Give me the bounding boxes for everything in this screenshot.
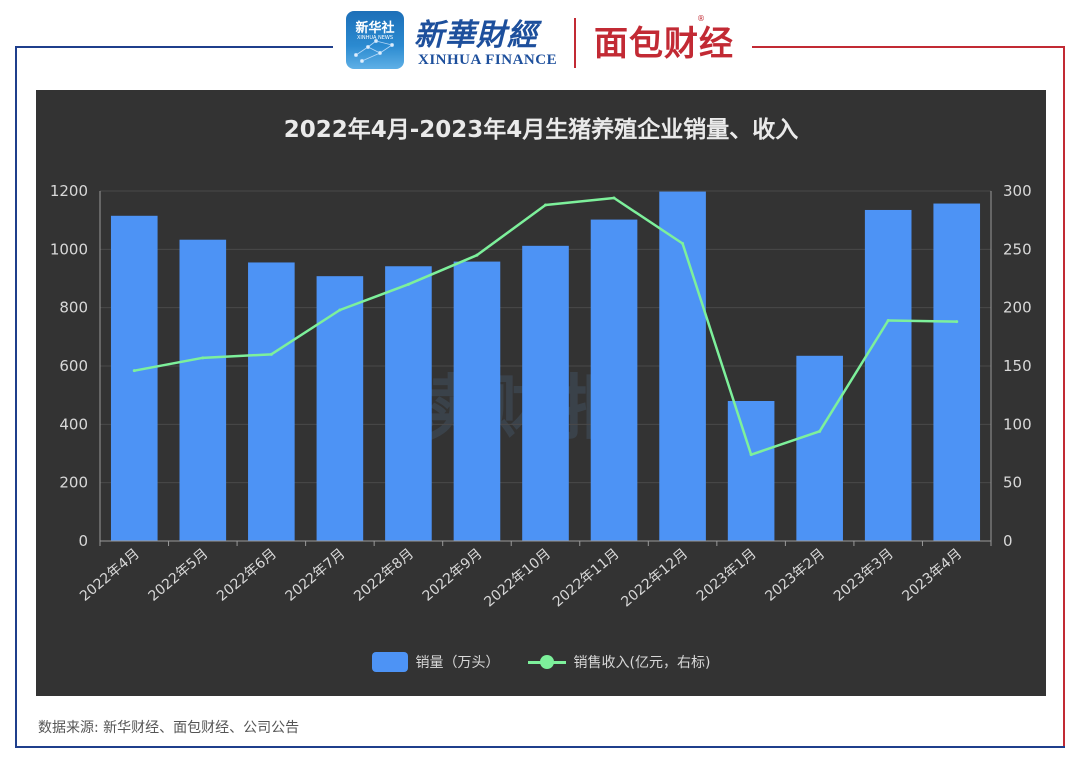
header-logos: 新华社 XINHUA NEWS 新華財經 XINHUA FINANCE 面包财经…: [344, 8, 748, 74]
y-left-tick-label: 1200: [50, 182, 88, 200]
xinhua-badge-label: 新华社: [355, 21, 395, 36]
x-tick-label: 2022年10月: [481, 546, 554, 611]
registered-mark: ®: [697, 14, 705, 23]
x-tick-label: 2022年5月: [146, 546, 212, 605]
revenue-point: [406, 282, 410, 286]
legend-item-sales-volume[interactable]: 销量（万头）: [371, 652, 500, 672]
x-tick-label: 2022年9月: [420, 546, 486, 605]
y-right-tick-label: 100: [1003, 415, 1032, 433]
frame-right-border: [1063, 46, 1065, 748]
y-left-tick-label: 800: [59, 299, 88, 317]
legend-line-swatch: [527, 652, 566, 672]
frame-bottom-border: [15, 746, 1065, 748]
revenue-point: [338, 308, 342, 312]
bar: [110, 215, 158, 541]
frame-top-left-border: [15, 46, 333, 48]
bar: [248, 262, 295, 541]
x-tick-label: 2022年6月: [214, 546, 280, 605]
bar: [864, 209, 912, 541]
logo-divider: [574, 18, 576, 68]
x-tick-label: 2022年7月: [283, 546, 349, 605]
x-tick-label: 2022年11月: [550, 546, 623, 611]
bar: [727, 401, 775, 541]
revenue-point: [886, 319, 890, 322]
legend-label-revenue: 销售收入(亿元，右标): [573, 655, 711, 671]
x-tick-label: 2023年4月: [899, 546, 965, 605]
mianbao-finance-logo: 面包财经: [594, 24, 734, 64]
y-right-tick-label: 200: [1003, 299, 1032, 317]
chart-title: 2022年4月-2023年4月生猪养殖企业销量、收入: [283, 117, 799, 143]
x-tick-label: 2023年2月: [762, 546, 828, 605]
revenue-point: [269, 352, 273, 356]
network-icon: [353, 38, 395, 64]
x-tick-label: 2022年4月: [77, 546, 143, 605]
revenue-point: [475, 253, 479, 257]
y-right-tick-label: 300: [1003, 182, 1032, 200]
x-tick-label: 2023年1月: [694, 546, 760, 605]
frame-top-right-border: [752, 46, 1065, 48]
y-right-tick-label: 0: [1003, 532, 1013, 550]
x-tick-label: 2023年3月: [831, 546, 897, 605]
x-tick-label: 2022年8月: [351, 546, 417, 605]
revenue-point: [612, 196, 616, 200]
xinhua-finance-logo-en: XINHUA FINANCE: [418, 52, 558, 68]
revenue-point: [681, 242, 685, 245]
bar: [590, 219, 638, 542]
revenue-point: [201, 356, 205, 360]
xinhua-badge-sublabel: XINHUA NEWS: [356, 35, 394, 41]
frame-left-border: [15, 46, 17, 748]
bar: [385, 266, 432, 541]
y-left-tick-label: 400: [59, 415, 88, 433]
legend-bar-swatch: [371, 652, 408, 672]
bar: [316, 276, 364, 541]
bar: [522, 245, 569, 542]
source-note: 数据来源: 新华财经、面包财经、公司公告: [38, 720, 300, 736]
x-tick-label: 2022年12月: [618, 546, 691, 611]
bar: [453, 261, 501, 541]
y-left-tick-label: 600: [59, 357, 88, 375]
xinhua-finance-logo-cn: 新華財經: [414, 18, 538, 53]
revenue-point: [749, 453, 753, 457]
revenue-point: [132, 369, 136, 373]
revenue-point: [544, 203, 547, 207]
y-left-tick-label: 0: [78, 532, 88, 550]
bar: [933, 203, 981, 541]
y-right-tick-label: 250: [1003, 240, 1032, 258]
revenue-point: [955, 320, 959, 324]
bar: [796, 355, 843, 541]
y-left-tick-label: 200: [59, 474, 88, 492]
legend-label-sales-volume: 销量（万头）: [415, 655, 500, 671]
chart-panel: 2022年4月-2023年4月生猪养殖企业销量、收入 读财报 0 200 400 60…: [36, 90, 1046, 696]
chart-legend: 销量（万头） 销售收入(亿元，右标): [36, 650, 1046, 674]
chart-plot: 0 200 400 600 800 1000 1200 0 50 100 150 200 250 300 2…: [50, 182, 1032, 611]
bar: [179, 239, 227, 542]
y-left-tick-label: 1000: [50, 240, 88, 258]
bar: [659, 191, 706, 541]
xinhua-news-logo: 新华社 XINHUA NEWS: [346, 11, 404, 69]
revenue-point: [818, 429, 822, 433]
legend-item-revenue[interactable]: 销售收入(亿元，右标): [527, 652, 711, 672]
y-right-tick-label: 50: [1003, 474, 1022, 492]
y-right-tick-label: 150: [1003, 357, 1032, 375]
